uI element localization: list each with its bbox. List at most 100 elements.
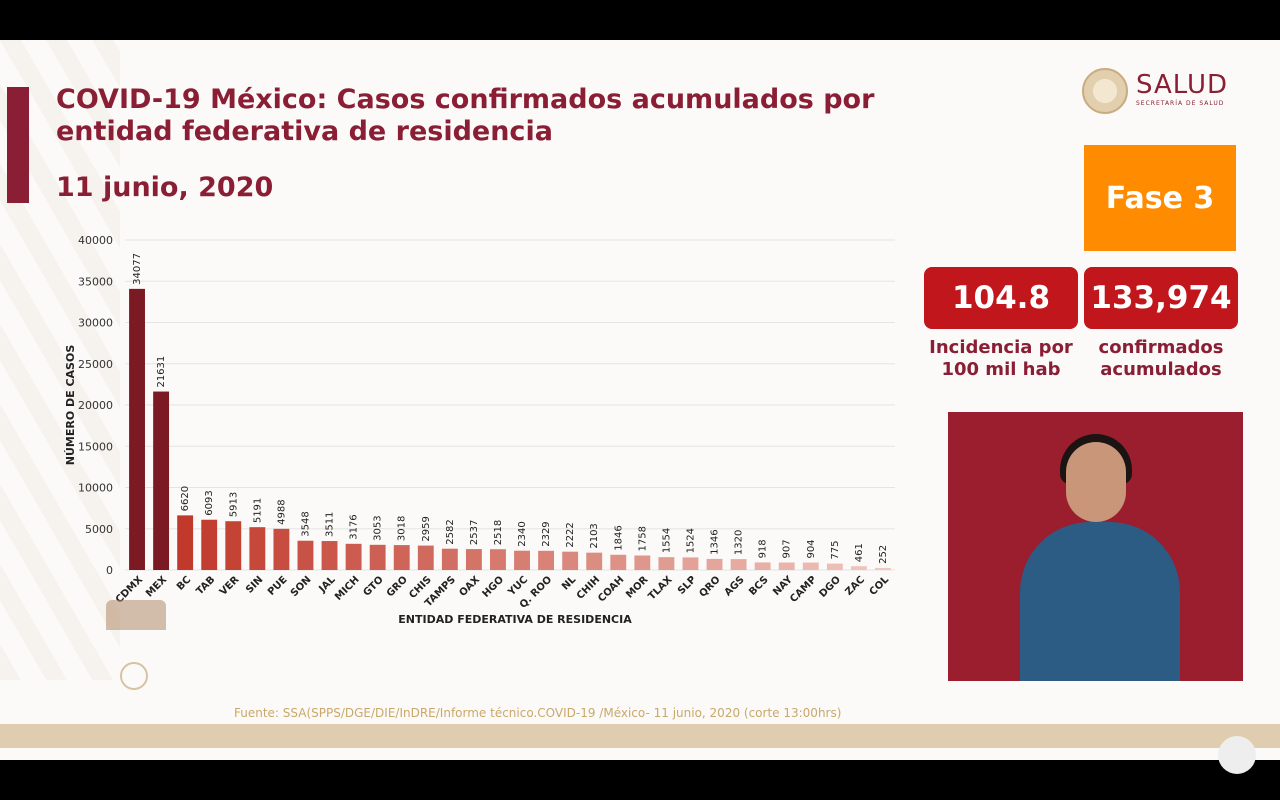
bar <box>441 548 458 570</box>
bar <box>297 540 314 570</box>
x-tick-label: BC <box>175 574 193 592</box>
bar <box>706 558 723 570</box>
gobierno-mexico-badge-icon <box>1218 736 1256 774</box>
bar <box>514 550 530 570</box>
x-tick-label: VER <box>218 574 242 598</box>
incidence-label: Incidencia por 100 mil hab <box>921 337 1081 381</box>
data-label: 3511 <box>325 512 336 537</box>
y-tick-label: 5000 <box>85 523 113 536</box>
footer-band <box>0 724 1280 748</box>
data-label: 3176 <box>349 514 360 539</box>
data-label: 1524 <box>685 528 696 553</box>
bar <box>850 566 867 570</box>
data-label: 2959 <box>421 516 432 541</box>
x-tick-label: AGS <box>723 574 747 598</box>
page-title: COVID-19 México: Casos confirmados acumu… <box>56 84 875 147</box>
national-seal-icon <box>1082 68 1128 114</box>
bar <box>562 551 579 570</box>
data-label: 1320 <box>734 530 745 555</box>
bar <box>730 559 747 570</box>
logo-subtitle: SECRETARÍA DE SALUD <box>1136 100 1225 107</box>
confirmed-label-line2: acumulados <box>1100 359 1222 380</box>
bar <box>369 544 386 570</box>
data-label: 2103 <box>589 523 600 548</box>
data-label: 2340 <box>517 521 528 546</box>
data-label: 1346 <box>710 529 721 554</box>
data-label: 6093 <box>204 490 215 515</box>
x-tick-label: QRO <box>697 574 722 599</box>
footer-seal-icon <box>120 662 148 690</box>
y-tick-label: 30000 <box>78 317 113 330</box>
data-label: 1554 <box>661 528 672 553</box>
bar <box>586 552 603 570</box>
data-label: 6620 <box>180 486 191 511</box>
bar <box>225 521 242 570</box>
data-label: 252 <box>878 545 889 564</box>
logo-name: SALUD <box>1136 70 1229 100</box>
bar <box>778 562 795 570</box>
x-tick-label: HGO <box>481 574 507 600</box>
x-tick-label: CAMP <box>788 574 819 605</box>
bar <box>658 557 675 570</box>
bar <box>610 554 627 570</box>
bar <box>875 567 891 570</box>
bar <box>393 545 410 570</box>
bar <box>754 562 771 570</box>
y-tick-label: 15000 <box>78 440 113 453</box>
bar <box>826 563 843 570</box>
bar <box>153 391 170 570</box>
data-label: 775 <box>830 541 841 560</box>
x-tick-label: ZAC <box>843 574 867 598</box>
data-label: 904 <box>806 539 817 558</box>
bar <box>201 519 218 570</box>
bar <box>490 549 506 570</box>
y-tick-label: 0 <box>106 564 113 577</box>
x-tick-label: MICH <box>333 574 362 603</box>
incidence-label-line1: Incidencia por <box>929 337 1073 358</box>
bar <box>321 541 338 570</box>
y-tick-label: 20000 <box>78 399 113 412</box>
confirmed-label: confirmados acumulados <box>1081 337 1241 381</box>
y-tick-label: 10000 <box>78 482 113 495</box>
data-label: 2518 <box>493 520 504 545</box>
x-tick-label: SLP <box>676 574 699 597</box>
y-tick-label: 25000 <box>78 358 113 371</box>
bar <box>177 515 194 570</box>
x-tick-label: DGO <box>817 574 842 599</box>
confirmed-label-line1: confirmados <box>1098 337 1224 358</box>
bar <box>538 550 555 570</box>
phase-badge: Fase 3 <box>1084 145 1236 251</box>
x-tick-label: MEX <box>144 574 169 599</box>
data-label: 2582 <box>445 519 456 544</box>
data-label: 3018 <box>397 516 408 541</box>
y-tick-label: 40000 <box>78 234 113 247</box>
data-label: 5913 <box>228 492 239 517</box>
x-tick-label: GTO <box>361 574 385 598</box>
x-tick-label: OAX <box>457 574 482 599</box>
sign-language-interpreter-video <box>948 412 1243 681</box>
data-label: 3053 <box>373 515 384 540</box>
bar <box>634 555 651 570</box>
data-label: 1846 <box>613 525 624 550</box>
bar-chart: 0 5000 10000 15000 20000 25000 30000 35000 40000… <box>64 234 895 626</box>
data-label: 918 <box>758 539 769 558</box>
slide: COVID-19 México: Casos confirmados acumu… <box>0 40 1280 760</box>
source-note: Fuente: SSA(SPPS/DGE/DIE/InDRE/Informe t… <box>234 706 842 720</box>
x-tick-label: NL <box>560 574 579 593</box>
x-tick-label: GRO <box>385 574 410 599</box>
x-tick-label: BCS <box>747 574 771 598</box>
data-label: 3548 <box>300 511 311 536</box>
data-label: 1758 <box>637 526 648 551</box>
x-tick-label: COL <box>868 574 892 598</box>
y-axis-title: NÚMERO DE CASOS <box>64 345 77 466</box>
bar <box>465 549 482 570</box>
incidence-label-line2: 100 mil hab <box>941 359 1061 380</box>
data-label: 2222 <box>565 522 576 547</box>
x-tick-label: PUE <box>266 574 290 598</box>
interpreter-body <box>1020 522 1180 681</box>
bar <box>129 288 145 570</box>
bar <box>345 543 362 570</box>
interpreter-head <box>1066 442 1126 522</box>
x-tick-label: SIN <box>244 574 265 595</box>
report-date: 11 junio, 2020 <box>56 172 274 203</box>
